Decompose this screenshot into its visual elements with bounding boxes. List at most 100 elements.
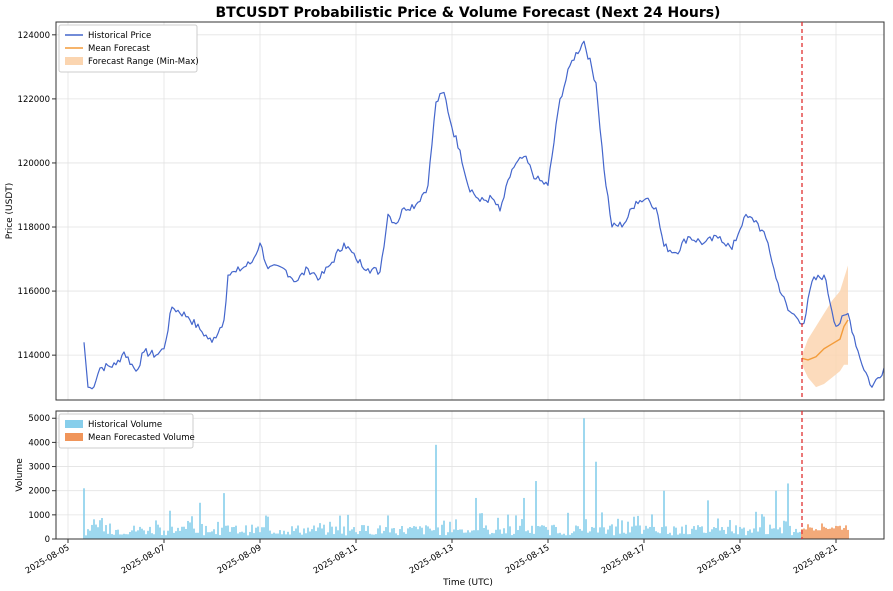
historical-volume-bar (459, 529, 461, 539)
historical-volume-bar (791, 535, 793, 539)
historical-volume-bar (521, 519, 523, 539)
forecast-volume-bar (839, 525, 841, 539)
historical-volume-bar (351, 529, 353, 539)
historical-volume-bar (429, 528, 431, 539)
historical-volume-bar (157, 524, 159, 539)
historical-volume-bar (741, 528, 743, 539)
historical-volume-bar (419, 526, 421, 539)
historical-volume-bar (491, 532, 493, 539)
forecast-volume-bar (841, 529, 843, 539)
historical-volume-bar (385, 527, 387, 539)
legend-label: Historical Price (88, 31, 151, 41)
historical-volume-bar (465, 532, 467, 539)
forecast-volume-bar (805, 529, 807, 539)
historical-volume-bar (421, 527, 423, 539)
x-tick-label: 2025-08-15 (504, 543, 552, 576)
forecast-volume-bar (837, 526, 839, 539)
historical-volume-bar (609, 525, 611, 539)
historical-volume-bar (165, 535, 167, 539)
historical-volume-bar (657, 532, 659, 539)
price-y-tick-label: 116000 (18, 287, 50, 297)
historical-volume-bar (233, 526, 235, 539)
historical-volume-bar (623, 532, 625, 539)
historical-volume-bar (663, 490, 665, 539)
historical-volume-bar (625, 533, 627, 539)
historical-volume-bar (255, 527, 257, 539)
historical-volume-bar (383, 530, 385, 539)
historical-volume-bar (697, 525, 699, 539)
historical-volume-bar (317, 527, 319, 539)
historical-volume-bar (687, 534, 689, 539)
forecast-volume-bar (811, 527, 813, 539)
historical-volume-bar (329, 521, 331, 539)
historical-volume-bar (483, 527, 485, 539)
historical-volume-bar (761, 514, 763, 539)
historical-volume-bar (215, 534, 217, 539)
x-tick-label: 2025-08-21 (792, 543, 840, 576)
historical-volume-bar (223, 493, 225, 539)
historical-volume-bar (119, 534, 121, 539)
historical-volume-bar (405, 533, 407, 539)
historical-volume-bar (665, 526, 667, 539)
historical-volume-bar (359, 531, 361, 539)
historical-volume-bar (221, 527, 223, 539)
historical-volume-bar (273, 532, 275, 539)
historical-volume-bar (335, 526, 337, 539)
price-y-tick-label: 114000 (18, 351, 50, 361)
historical-volume-bar (765, 534, 767, 539)
historical-volume-bar (325, 534, 327, 539)
historical-volume-bar (701, 526, 703, 539)
forecast-volume-bar (835, 525, 837, 539)
historical-volume-bar (305, 533, 307, 539)
historical-volume-bar (489, 534, 491, 539)
historical-volume-bar (547, 529, 549, 539)
historical-volume-bar (651, 514, 653, 539)
historical-volume-bar (193, 528, 195, 539)
forecast-volume-bar (815, 529, 817, 539)
historical-volume-bar (167, 530, 169, 539)
historical-volume-bar (613, 535, 615, 539)
historical-volume-bar (775, 490, 777, 539)
historical-volume-bar (567, 512, 569, 539)
historical-volume-bar (229, 531, 231, 539)
historical-volume-bar (749, 529, 751, 539)
historical-volume-bar (539, 526, 541, 539)
historical-volume-bar (183, 526, 185, 539)
historical-volume-bar (185, 528, 187, 539)
historical-volume-bar (357, 534, 359, 539)
historical-volume-bar (191, 516, 193, 539)
historical-volume-bar (477, 530, 479, 539)
historical-volume-bar (291, 526, 293, 539)
historical-volume-bar (799, 531, 801, 539)
historical-volume-bar (629, 532, 631, 539)
historical-volume-bar (109, 523, 111, 539)
historical-volume-bar (695, 529, 697, 539)
historical-volume-bar (717, 518, 719, 539)
historical-volume-bar (685, 524, 687, 539)
historical-volume-bar (505, 533, 507, 539)
historical-volume-bar (713, 527, 715, 539)
forecast-volume-bar (817, 530, 819, 539)
historical-volume-bar (639, 525, 641, 539)
forecast-volume-bar (843, 528, 845, 539)
historical-volume-bar (213, 529, 215, 539)
historical-volume-bar (237, 533, 239, 539)
historical-volume-bar (287, 531, 289, 539)
historical-volume-bar (177, 527, 179, 539)
historical-volume-bar (733, 533, 735, 539)
historical-volume-bar (771, 528, 773, 539)
historical-volume-bar (195, 532, 197, 539)
historical-volume-bar (433, 530, 435, 539)
historical-volume-bar (199, 502, 201, 539)
historical-volume-bar (89, 530, 91, 539)
historical-volume-bar (431, 530, 433, 539)
historical-volume-bar (501, 533, 503, 539)
historical-volume-bar (519, 525, 521, 539)
historical-volume-bar (121, 534, 123, 539)
historical-volume-bar (691, 528, 693, 539)
volume-panel: 0 1000 2000 3000 4000 5000 Volume 2025-08-05 2… (15, 410, 885, 576)
historical-volume-bar (345, 535, 347, 539)
historical-volume-bar (361, 525, 363, 539)
historical-volume-bar (163, 530, 165, 539)
